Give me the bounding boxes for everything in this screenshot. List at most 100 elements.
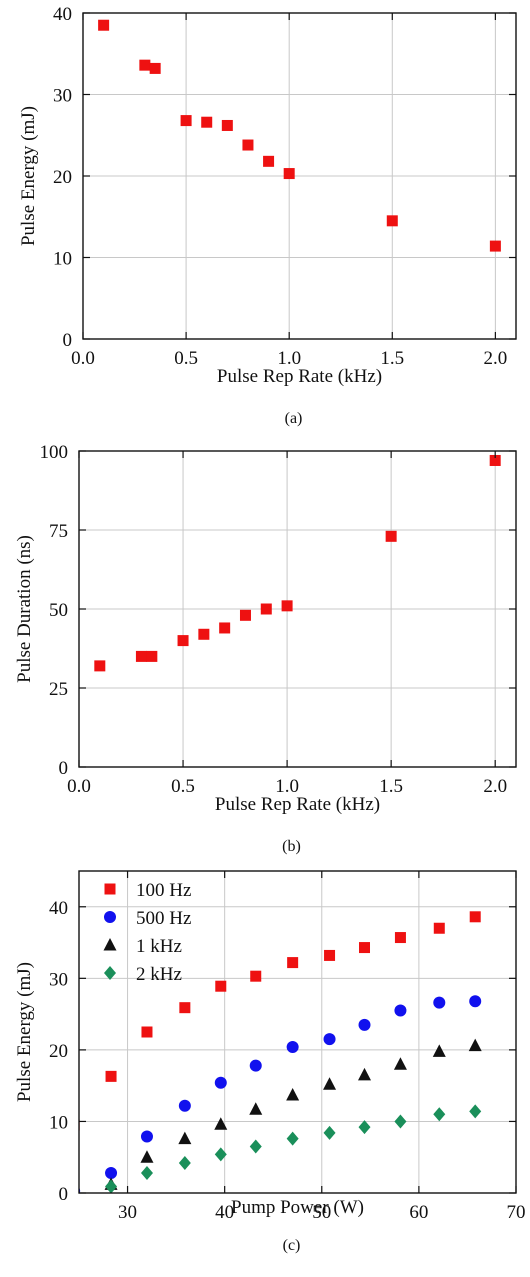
data-point-diamond	[286, 1131, 299, 1146]
data-point-square	[177, 635, 189, 647]
x-tick-label: 1.0	[275, 776, 299, 797]
y-tick-label: 25	[49, 679, 68, 700]
y-tick-label: 10	[49, 1112, 68, 1133]
data-point-square	[260, 603, 272, 615]
legend-item: 500 Hz	[104, 908, 191, 929]
data-point-triangle	[432, 1044, 446, 1057]
data-point-diamond	[358, 1120, 371, 1135]
x-tick-label: 1.5	[379, 776, 403, 797]
data-point-square	[469, 911, 481, 923]
data-point-triangle	[140, 1150, 154, 1163]
data-point-triangle	[178, 1131, 192, 1145]
data-point-diamond	[105, 1179, 118, 1193]
x-tick-label: 0.5	[171, 776, 195, 797]
y-tick-label: 75	[49, 521, 68, 542]
figure-caption: (b)	[282, 838, 301, 855]
data-point-square	[198, 628, 210, 640]
legend-marker-square	[104, 883, 116, 895]
data-point-square	[263, 155, 275, 167]
data-point-square	[287, 957, 299, 969]
figure-caption: (c)	[283, 1237, 301, 1254]
data-markers	[79, 911, 482, 1193]
data-point-square	[385, 530, 397, 542]
legend-label: 1 kHz	[136, 936, 182, 957]
x-tick-label: 0.5	[174, 348, 198, 369]
data-point-diamond	[469, 1104, 482, 1119]
plot-frame	[78, 870, 517, 1194]
data-point-diamond	[214, 1147, 227, 1162]
x-tick-label: 0.0	[71, 348, 95, 369]
data-point-square	[489, 454, 501, 466]
data-point-square	[105, 1070, 117, 1082]
y-tick-label: 40	[53, 4, 72, 25]
data-markers	[94, 454, 501, 672]
x-tick-label: 40	[215, 1202, 234, 1223]
legend-item: 100 Hz	[104, 880, 191, 901]
legend: 100 Hz 500 Hz 1 kHz 2 kHz	[103, 880, 191, 985]
x-tick-label: 2.0	[483, 776, 507, 797]
data-point-square	[242, 139, 254, 151]
data-point-triangle	[323, 1077, 337, 1090]
x-tick-label: 1.5	[380, 348, 404, 369]
y-tick-label: 100	[40, 442, 69, 463]
data-point-circle	[249, 1059, 262, 1072]
data-markers	[98, 19, 501, 252]
legend-marker-circle	[104, 911, 116, 923]
data-point-square	[179, 1002, 191, 1014]
data-point-diamond	[249, 1139, 262, 1154]
data-point-triangle	[214, 1117, 228, 1130]
data-point-square	[283, 168, 295, 180]
chart-panel-a: 0.0 0.5 1.0 1.5 2.0 0 10 20 30 40 Pulse Rep Rate (…	[18, 4, 517, 427]
legend-item: 1 kHz	[103, 936, 182, 957]
data-point-diamond	[323, 1125, 336, 1140]
y-tick-label: 50	[49, 600, 68, 621]
data-point-circle	[358, 1018, 371, 1031]
x-tick-label: 70	[507, 1202, 526, 1223]
data-point-circle	[105, 1166, 118, 1179]
x-tick-label: 30	[118, 1202, 137, 1223]
x-axis-label: Pulse Rep Rate (kHz)	[217, 366, 382, 387]
legend-label: 2 kHz	[136, 964, 182, 985]
data-point-triangle	[249, 1102, 263, 1115]
data-point-triangle	[286, 1087, 300, 1101]
y-tick-label: 0	[63, 330, 73, 351]
x-axis-label: Pump Power (W)	[231, 1197, 364, 1218]
data-point-square	[141, 1026, 153, 1038]
y-tick-label: 20	[49, 1041, 68, 1062]
x-tick-label: 1.0	[277, 348, 301, 369]
data-point-triangle	[393, 1057, 407, 1070]
legend-label: 100 Hz	[136, 880, 191, 901]
data-point-square	[135, 650, 147, 662]
y-tick-label: 30	[49, 969, 68, 990]
data-point-circle	[394, 1004, 407, 1017]
data-point-square	[281, 600, 293, 612]
data-point-square	[139, 59, 151, 71]
data-point-square	[250, 970, 262, 982]
data-point-square	[489, 240, 501, 252]
data-point-square	[79, 1119, 80, 1131]
x-tick-label: 0.0	[67, 776, 91, 797]
data-point-diamond	[394, 1114, 407, 1129]
figure-caption: (a)	[285, 410, 303, 427]
y-tick-label: 40	[49, 898, 68, 919]
data-point-square	[324, 949, 336, 961]
y-tick-label: 20	[53, 167, 72, 188]
data-point-triangle	[468, 1038, 482, 1052]
legend-marker-diamond	[104, 966, 116, 980]
data-point-square	[146, 650, 158, 662]
y-tick-label: 30	[53, 86, 72, 107]
data-point-square	[219, 622, 231, 634]
data-point-square	[433, 922, 445, 934]
y-axis-label: Pulse Duration (ns)	[14, 535, 35, 683]
legend-item: 2 kHz	[104, 964, 182, 985]
data-point-square	[394, 932, 406, 944]
legend-label: 500 Hz	[136, 908, 191, 929]
data-point-circle	[178, 1099, 191, 1112]
data-point-square	[98, 19, 110, 31]
y-tick-label: 0	[59, 758, 69, 779]
y-tick-label: 10	[53, 249, 72, 270]
data-point-diamond	[140, 1165, 153, 1180]
data-point-circle	[286, 1041, 299, 1054]
data-point-circle	[469, 995, 482, 1008]
